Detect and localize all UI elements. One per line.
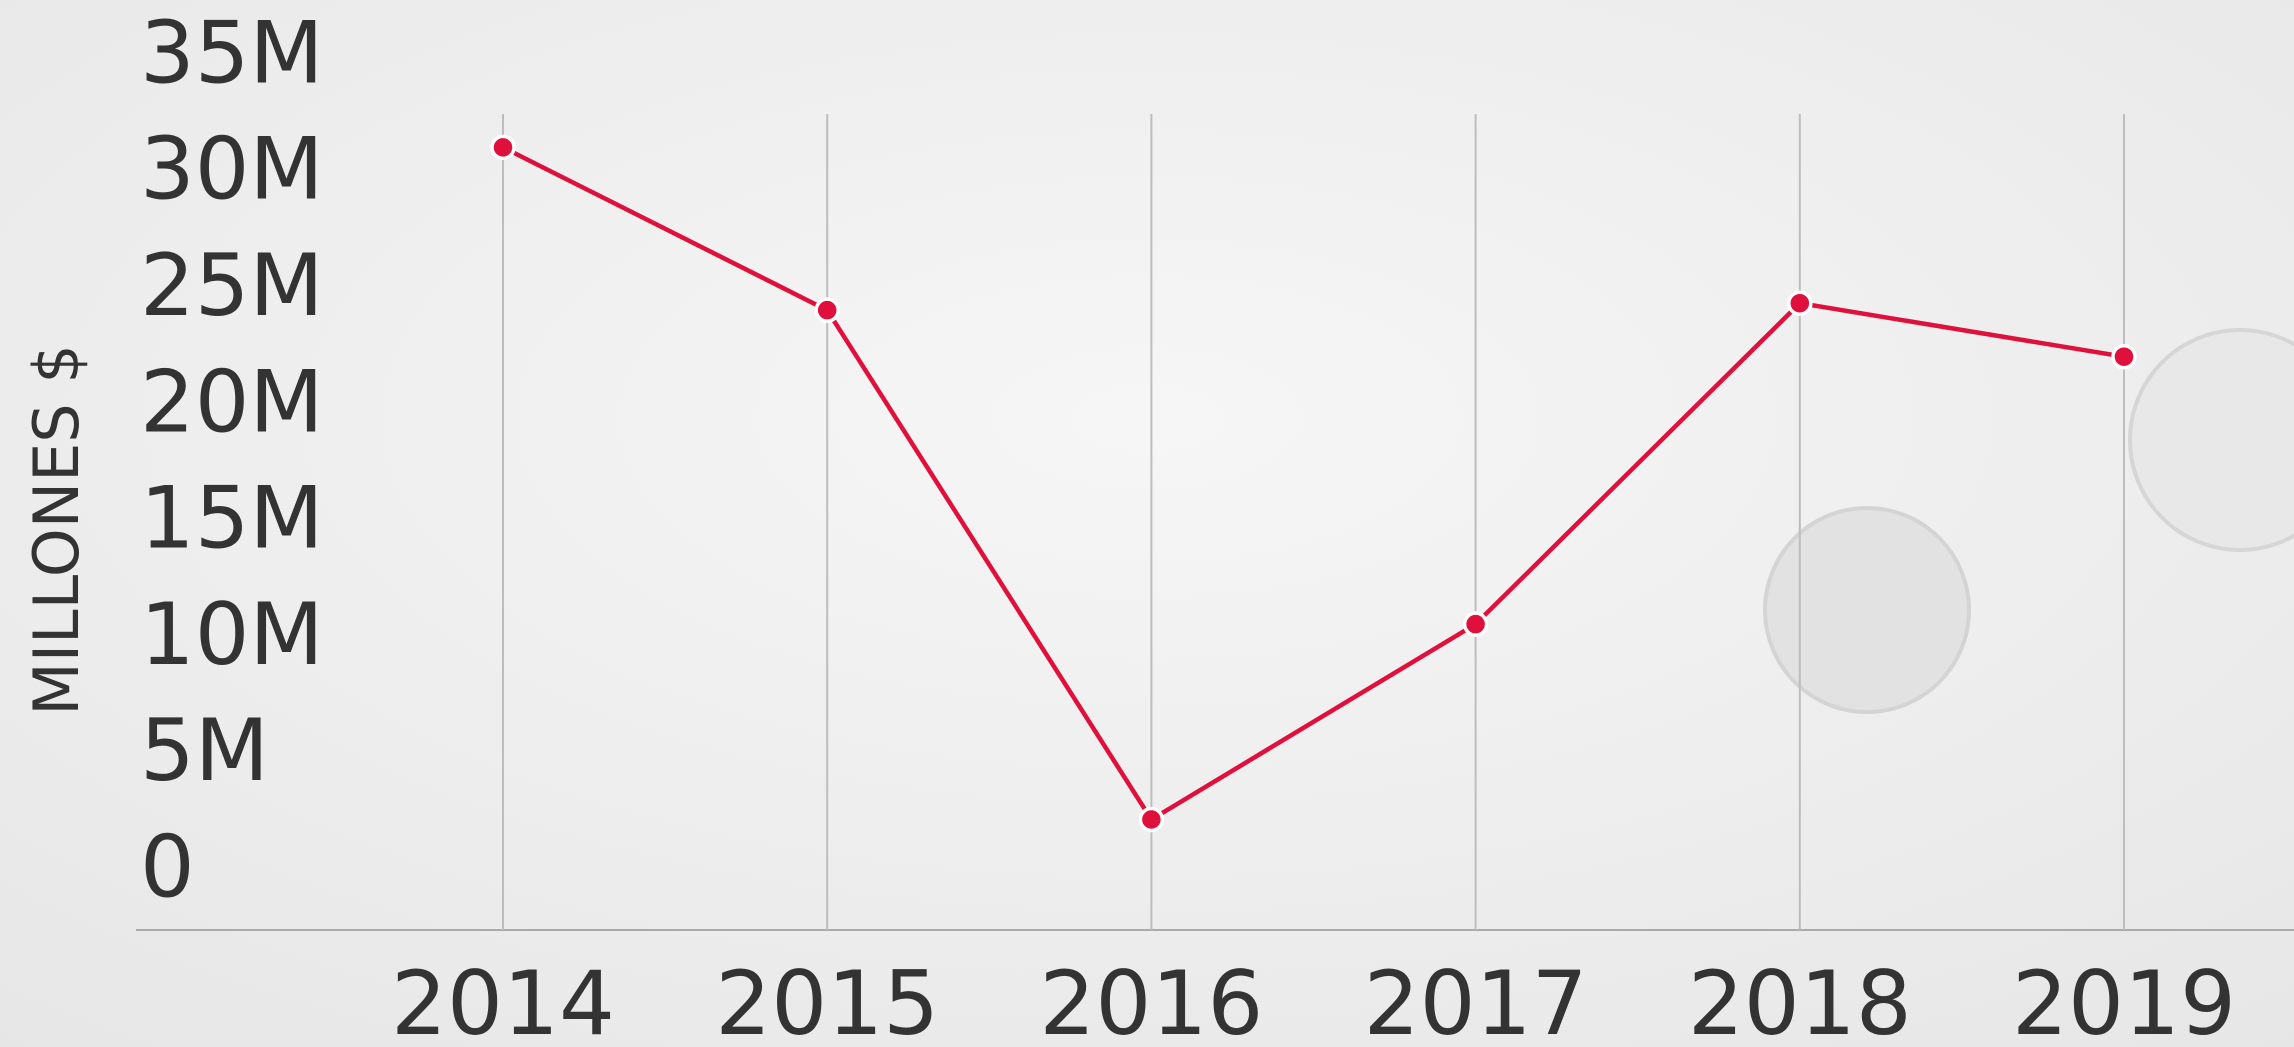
x-tick-label: 2019 <box>2012 952 2236 1047</box>
y-tick-label: 25M <box>140 236 324 336</box>
y-tick-label: 20M <box>140 352 324 452</box>
data-point <box>2113 346 2135 368</box>
data-point <box>1465 613 1487 635</box>
x-tick-label: 2014 <box>391 952 615 1047</box>
x-tick-label: 2018 <box>1688 952 1912 1047</box>
coin-decoration <box>1765 508 1969 712</box>
y-tick-label: 5M <box>140 701 269 801</box>
x-tick-label: 2015 <box>715 952 939 1047</box>
background <box>0 0 2294 1047</box>
chart: MILLONES $ 0 5M 10M 15M 20M 25M 30M 35M 2014 2015… <box>0 0 2294 1047</box>
data-point <box>492 136 514 158</box>
y-axis-title: MILLONES $ <box>20 344 93 716</box>
data-point <box>1789 292 1811 314</box>
y-tick-label: 15M <box>140 469 324 569</box>
x-tick-label: 2016 <box>1039 952 1263 1047</box>
page: MILLONES $ 0 5M 10M 15M 20M 25M 30M 35M 2014 2015… <box>0 0 2294 1047</box>
y-tick-label: 0 <box>140 817 195 917</box>
y-tick-label: 10M <box>140 585 324 685</box>
y-tick-label: 35M <box>140 3 324 103</box>
data-point <box>1140 809 1162 831</box>
y-tick-label: 30M <box>140 120 324 220</box>
data-point <box>816 299 838 321</box>
x-tick-label: 2017 <box>1364 952 1588 1047</box>
